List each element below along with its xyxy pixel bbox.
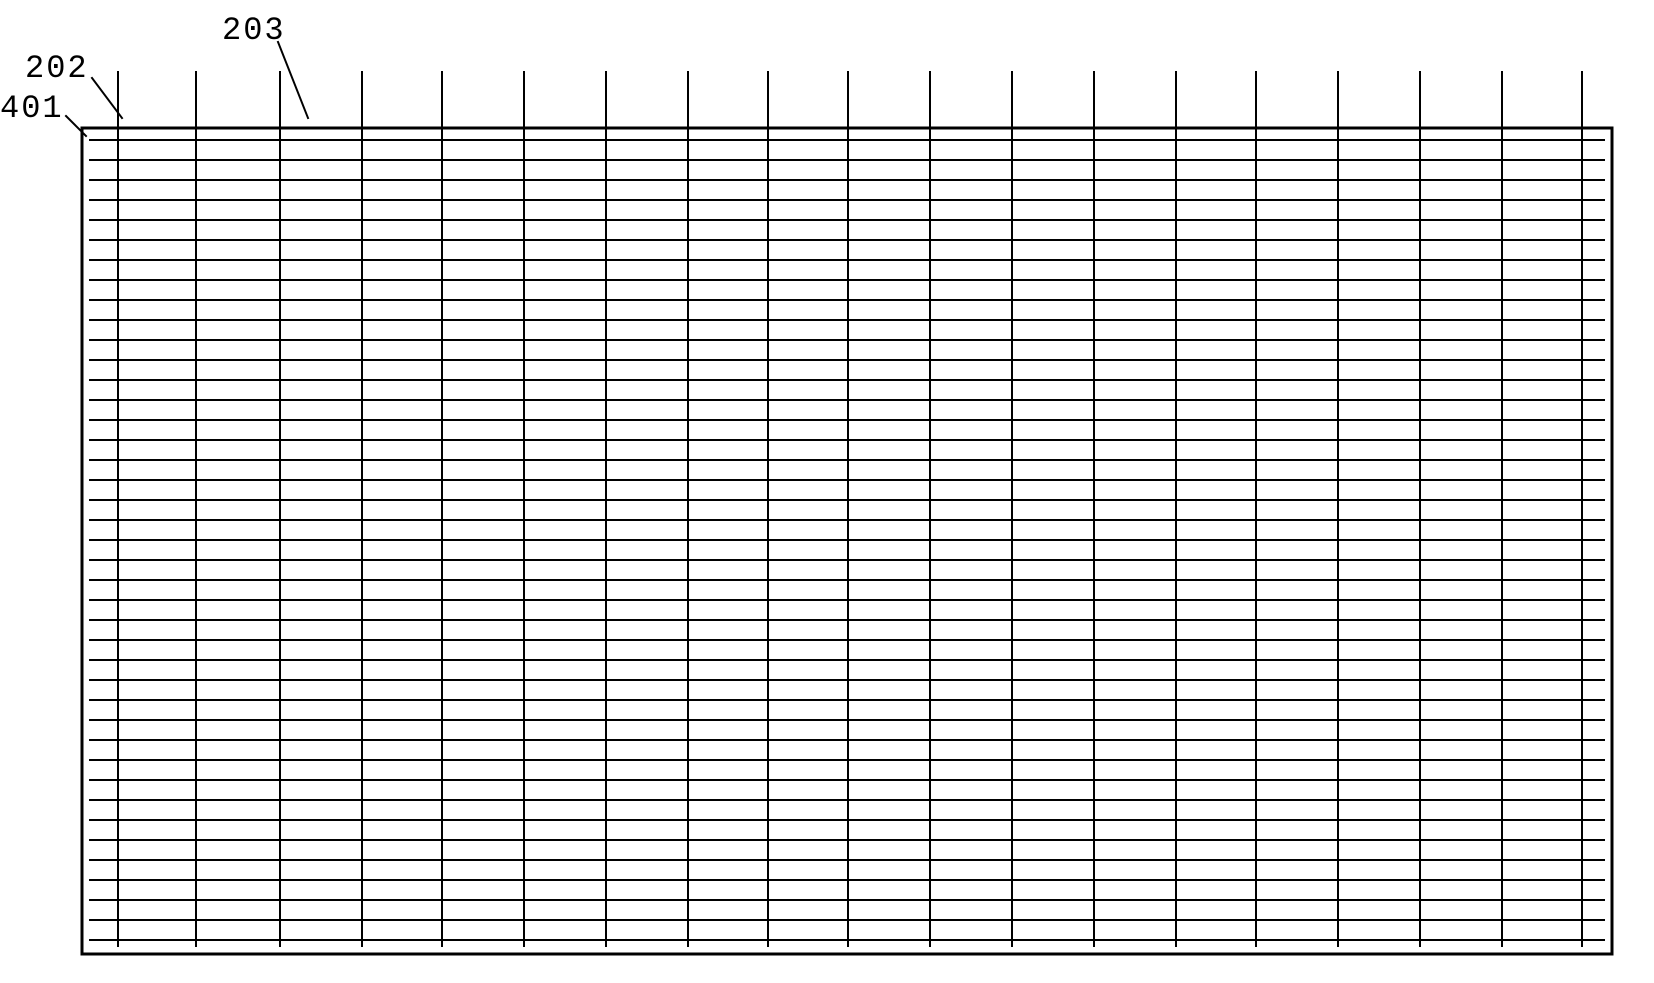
diagram-stage: 202 203 401 bbox=[0, 0, 1654, 983]
grid-svg bbox=[0, 0, 1654, 983]
